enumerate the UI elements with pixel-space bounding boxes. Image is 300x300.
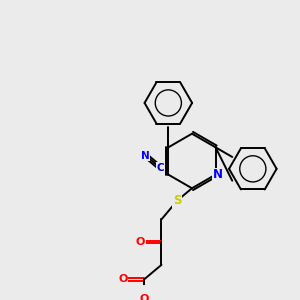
- Text: N: N: [213, 168, 223, 181]
- Text: O: O: [140, 294, 149, 300]
- Text: O: O: [118, 274, 128, 284]
- Text: N: N: [141, 151, 150, 160]
- Text: O: O: [136, 237, 145, 247]
- Text: S: S: [173, 194, 182, 207]
- Text: C: C: [157, 163, 164, 173]
